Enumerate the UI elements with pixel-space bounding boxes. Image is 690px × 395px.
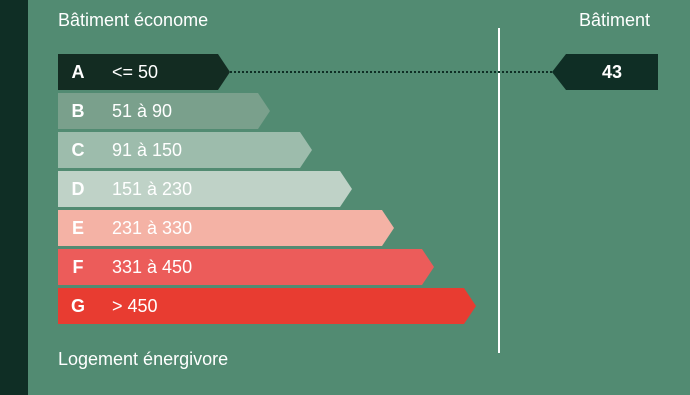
rating-bar-g: G > 450	[58, 288, 476, 324]
rating-indicator: 43	[552, 54, 658, 90]
rating-bar-letter: G	[70, 295, 85, 316]
rating-bar-range: > 450	[112, 295, 158, 316]
rating-bar-d: D 151 à 230	[58, 171, 352, 207]
energy-intensive-label: Logement énergivore	[58, 349, 229, 369]
rating-bar-c: C 91 à 150	[58, 132, 312, 168]
rating-value: 43	[601, 61, 623, 82]
rating-bar-range: 151 à 230	[112, 178, 193, 199]
rating-bar-range: <= 50	[112, 61, 159, 82]
building-label: Bâtiment	[578, 10, 650, 30]
indicator-connector	[230, 71, 552, 73]
rating-bar-letter: A	[71, 61, 85, 82]
rating-bar-letter: F	[72, 256, 84, 277]
rating-bar-range: 231 à 330	[112, 217, 193, 238]
rating-bar-e: E 231 à 330	[58, 210, 394, 246]
rating-bar-b: B 51 à 90	[58, 93, 270, 129]
rating-bar-letter: D	[71, 178, 85, 199]
rating-bar-range: 91 à 150	[112, 139, 183, 160]
rating-bar-range: 331 à 450	[112, 256, 193, 277]
divider-line	[498, 28, 500, 353]
rating-bar-letter: E	[71, 217, 84, 238]
efficient-label: Bâtiment économe	[58, 10, 209, 30]
rating-bar-f: F 331 à 450	[58, 249, 434, 285]
rating-bar-range: 51 à 90	[112, 100, 173, 121]
rating-bar-letter: C	[71, 139, 85, 160]
rating-bar-letter: B	[71, 100, 85, 121]
rating-bar-a: A <= 50	[58, 54, 230, 90]
energy-rating-panel: Bâtiment économe Bâtiment A <= 50 B 51 à 90…	[28, 0, 690, 395]
